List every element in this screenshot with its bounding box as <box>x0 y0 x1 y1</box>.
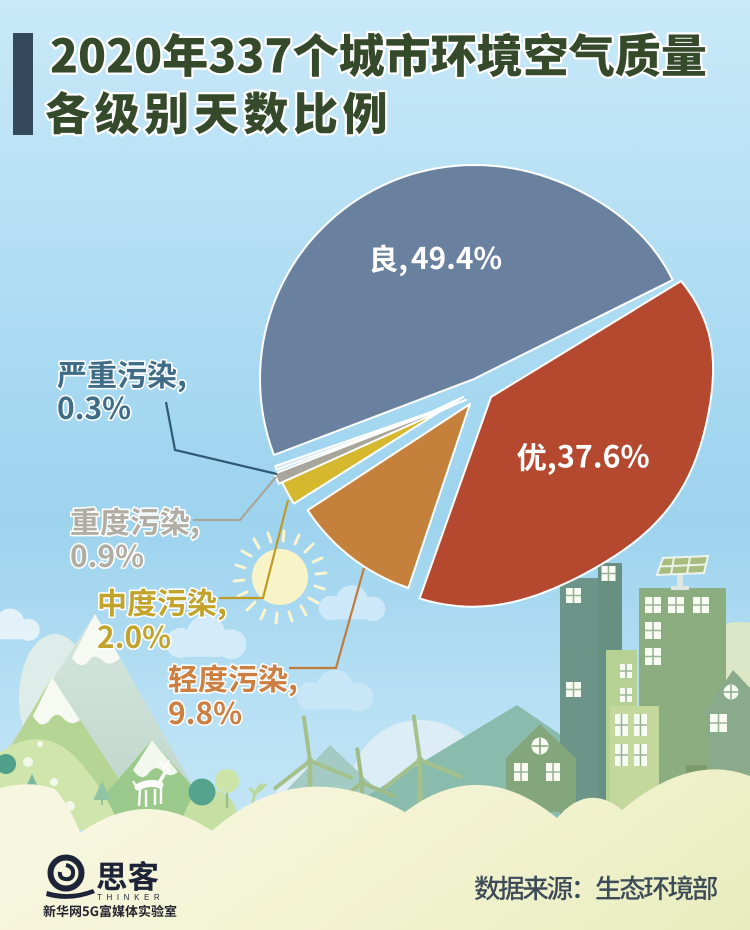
svg-text:THINKER: THINKER <box>97 893 164 902</box>
